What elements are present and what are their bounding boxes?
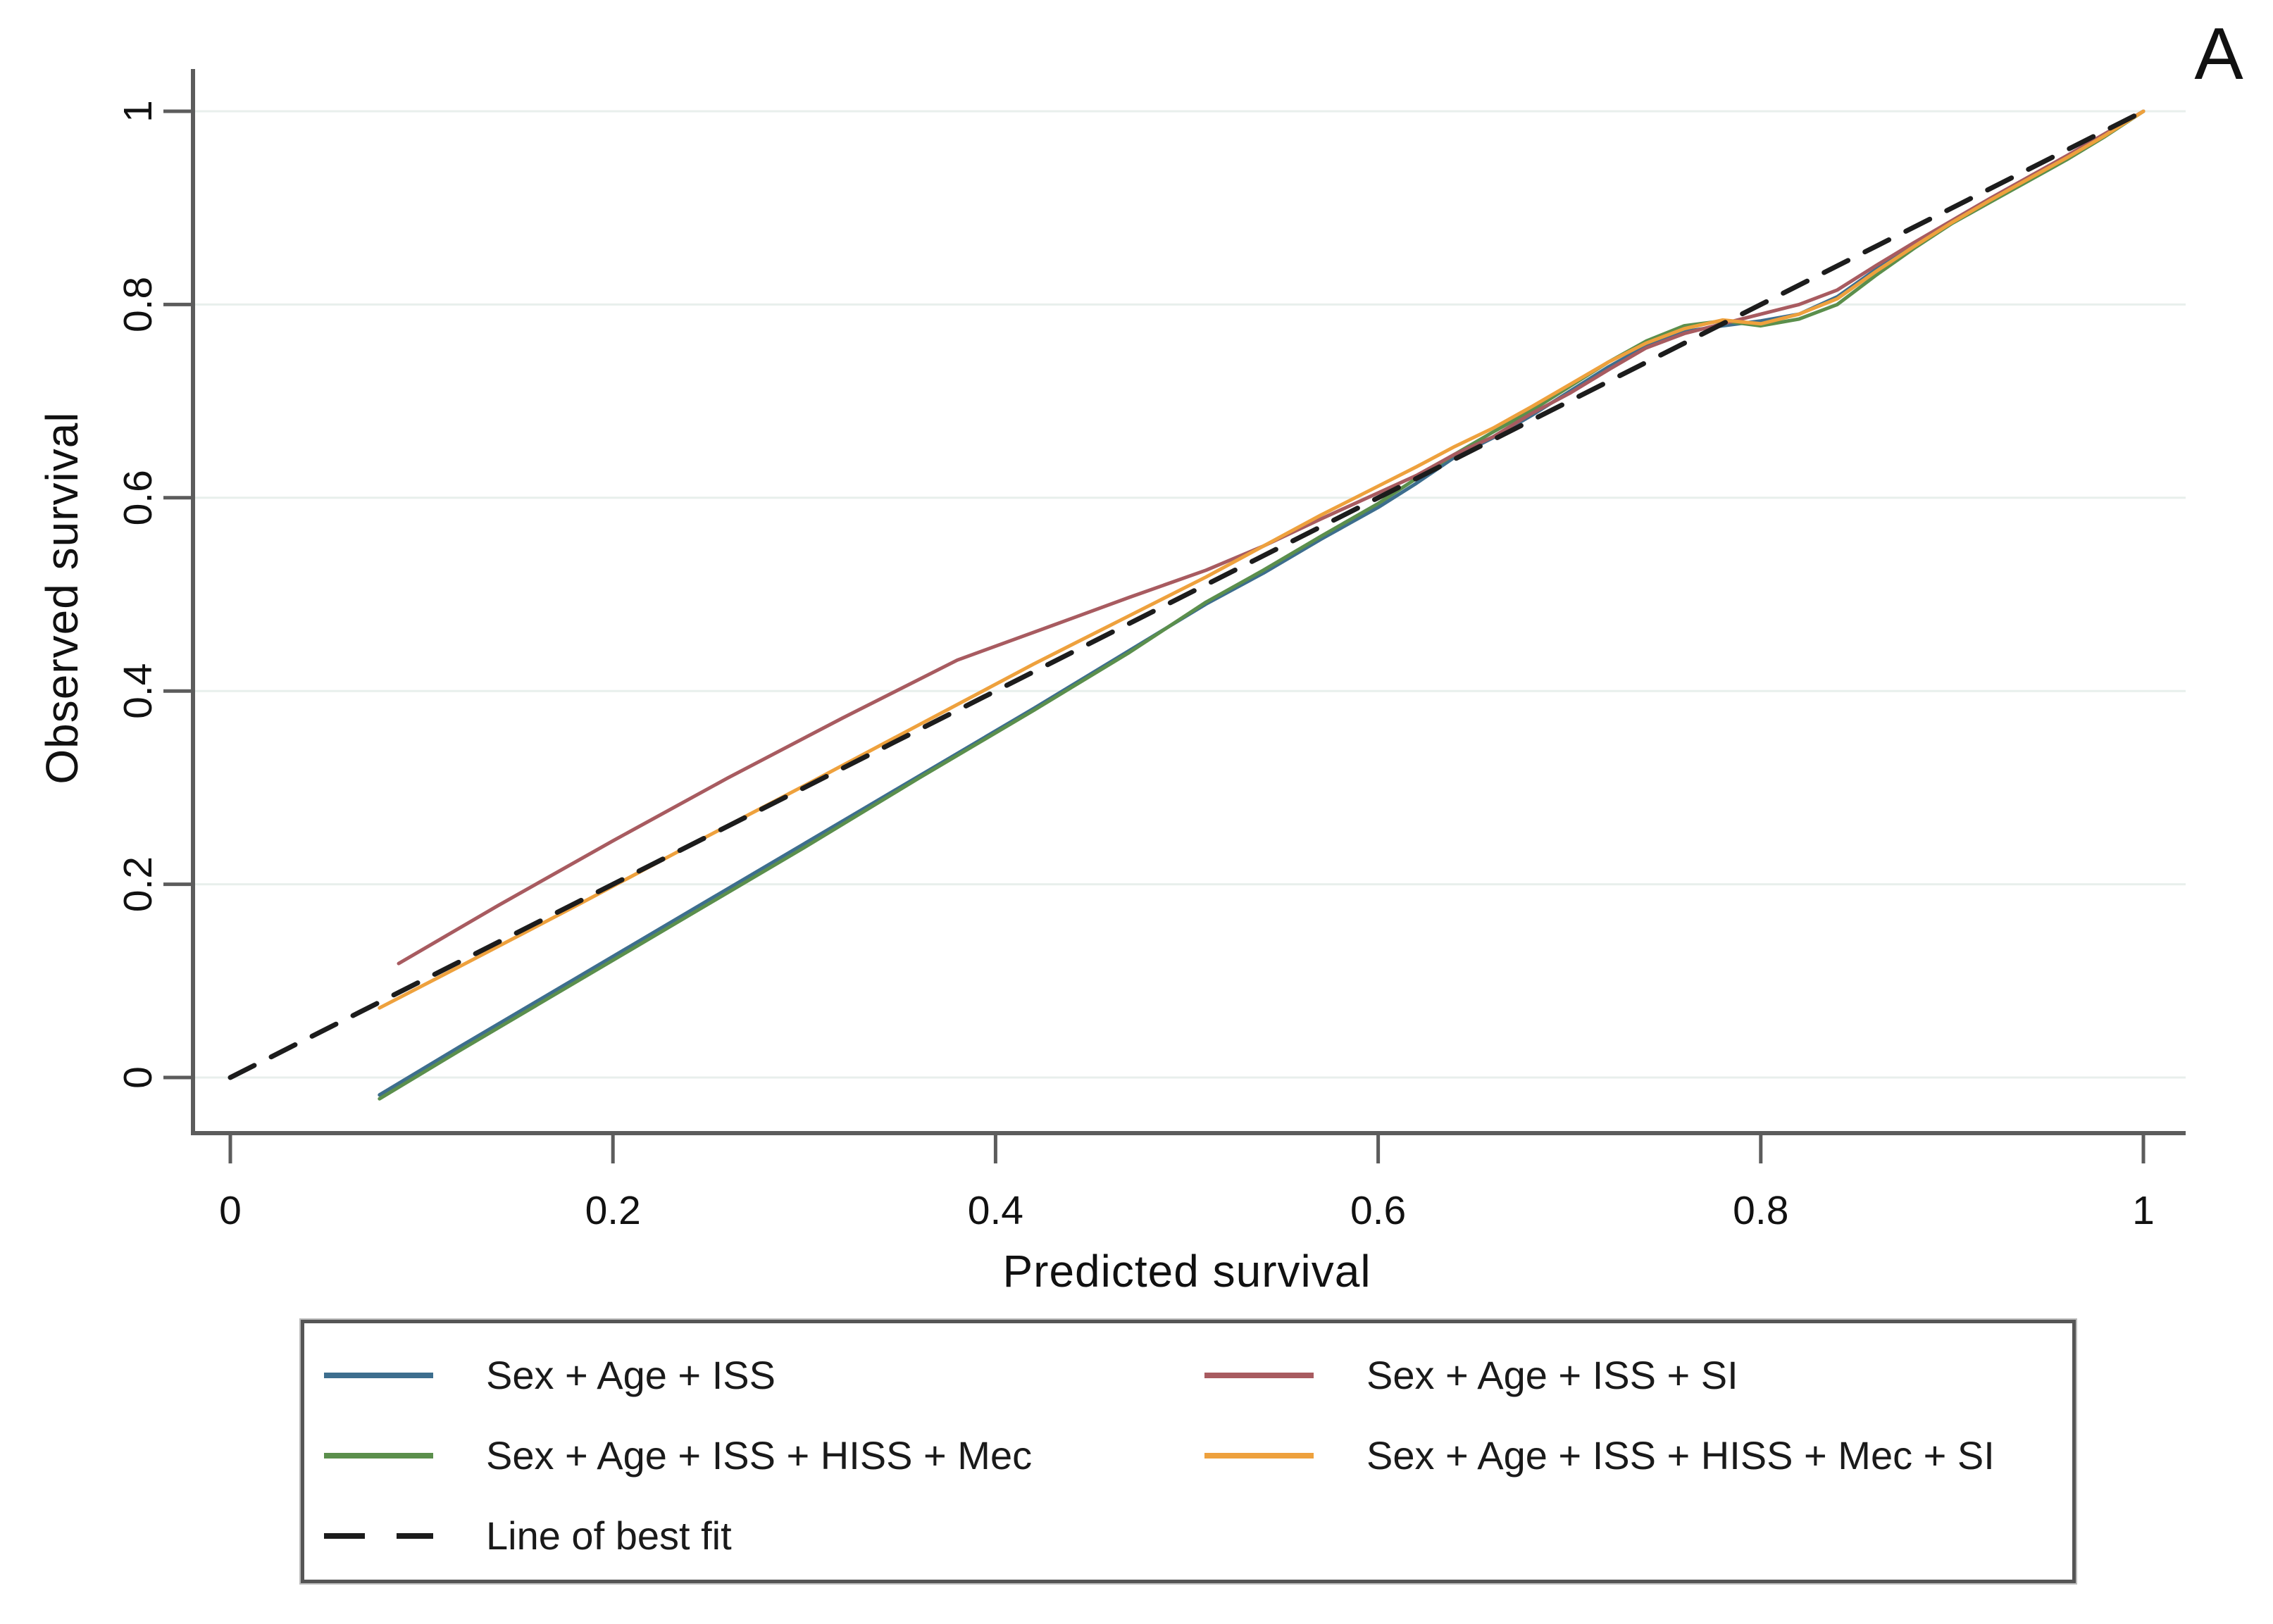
legend-label: Sex + Age + ISS + HISS + Mec [486,1433,1033,1478]
x-tick-label: 0.8 [1733,1188,1788,1233]
x-tick-label: 0.6 [1350,1188,1406,1233]
y-tick-label: 0 [116,1066,161,1089]
y-axis-title: Observed survival [37,411,87,785]
x-tick-label: 0.4 [968,1188,1023,1233]
legend-swatch-orange-line [1204,1453,1314,1459]
y-tick-label: 0.8 [116,277,161,332]
legend-swatch-dashed-line [324,1533,433,1539]
x-tick-label: 0 [219,1188,242,1233]
panel-label-a: A [2194,13,2243,95]
x-tick-label: 1 [2132,1188,2155,1233]
y-tick-label: 0.4 [116,663,161,719]
y-tick-label: 0.2 [116,856,161,912]
series-line-sex-age-iss [378,109,2146,1097]
x-tick-label: 0.2 [585,1188,641,1233]
series-line-sex-age-iss-hiss-mec [378,109,2146,1101]
series-line-sex-age-iss-hiss-mec-si [378,109,2146,1010]
legend-label: Sex + Age + ISS + HISS + Mec + SI [1366,1433,1995,1478]
x-axis-title: Predicted survival [1002,1246,1371,1297]
y-tick-label: 0.6 [116,470,161,525]
legend-swatch-blue-line [324,1373,433,1378]
legend-label: Line of best fit [486,1513,732,1558]
y-tick-label: 1 [116,100,161,123]
series-line-sex-age-iss-si [397,109,2146,966]
legend-label: Sex + Age + ISS + SI [1366,1353,1738,1397]
series-line-line-of-best-fit [228,108,2146,1080]
legend-swatch-green-line [324,1453,433,1459]
legend-label: Sex + Age + ISS [486,1353,776,1397]
legend-swatch-red-line [1204,1373,1314,1378]
legend: Sex + Age + ISS Sex + Age + ISS + SI Sex… [299,1318,2077,1585]
